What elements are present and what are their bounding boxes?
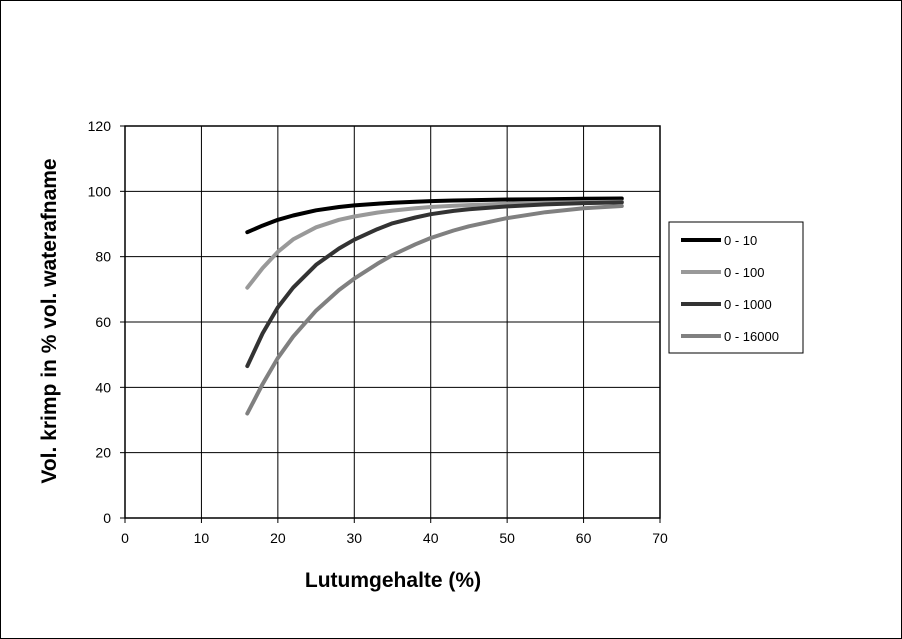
x-axis-title: Lutumgehalte (%) (305, 569, 481, 592)
x-tick-label: 30 (346, 530, 362, 546)
series-line-0-1000 (245, 200, 624, 369)
axes (120, 125, 661, 523)
y-tick-label: 0 (103, 510, 111, 526)
x-tick-label: 10 (194, 530, 210, 546)
y-axis-title: Vol. krimp in % vol. waterafname (38, 158, 61, 483)
x-tick-label: 40 (423, 530, 439, 546)
y-tick-label: 60 (95, 314, 111, 330)
series-lines (245, 196, 624, 416)
x-tick-label: 50 (499, 530, 515, 546)
y-tick-label: 40 (95, 379, 111, 395)
y-tick-label: 80 (95, 249, 111, 265)
legend-label: 0 - 100 (724, 265, 764, 280)
tick-labels: 0 10 20 30 40 50 60 70 0 20 40 60 80 100 120 (88, 118, 668, 546)
x-tick-label: 70 (652, 530, 668, 546)
y-tick-label: 100 (88, 183, 112, 199)
legend-box (668, 221, 804, 354)
y-tick-label: 120 (88, 118, 112, 134)
legend: 0 - 10 0 - 100 0 - 1000 0 - 16000 (668, 221, 804, 354)
series-line-0-10 (245, 196, 624, 235)
legend-label: 0 - 1000 (724, 297, 772, 312)
series-line-0-16000 (245, 204, 624, 416)
series-line-0-100 (245, 199, 624, 290)
legend-label: 0 - 16000 (724, 329, 779, 344)
legend-label: 0 - 10 (724, 233, 757, 248)
gridlines (125, 125, 661, 518)
x-tick-label: 0 (121, 530, 129, 546)
y-tick-label: 20 (95, 445, 111, 461)
legend-items: 0 - 10 0 - 100 0 - 1000 0 - 16000 (681, 233, 779, 344)
x-tick-label: 20 (270, 530, 286, 546)
x-tick-label: 60 (576, 530, 592, 546)
